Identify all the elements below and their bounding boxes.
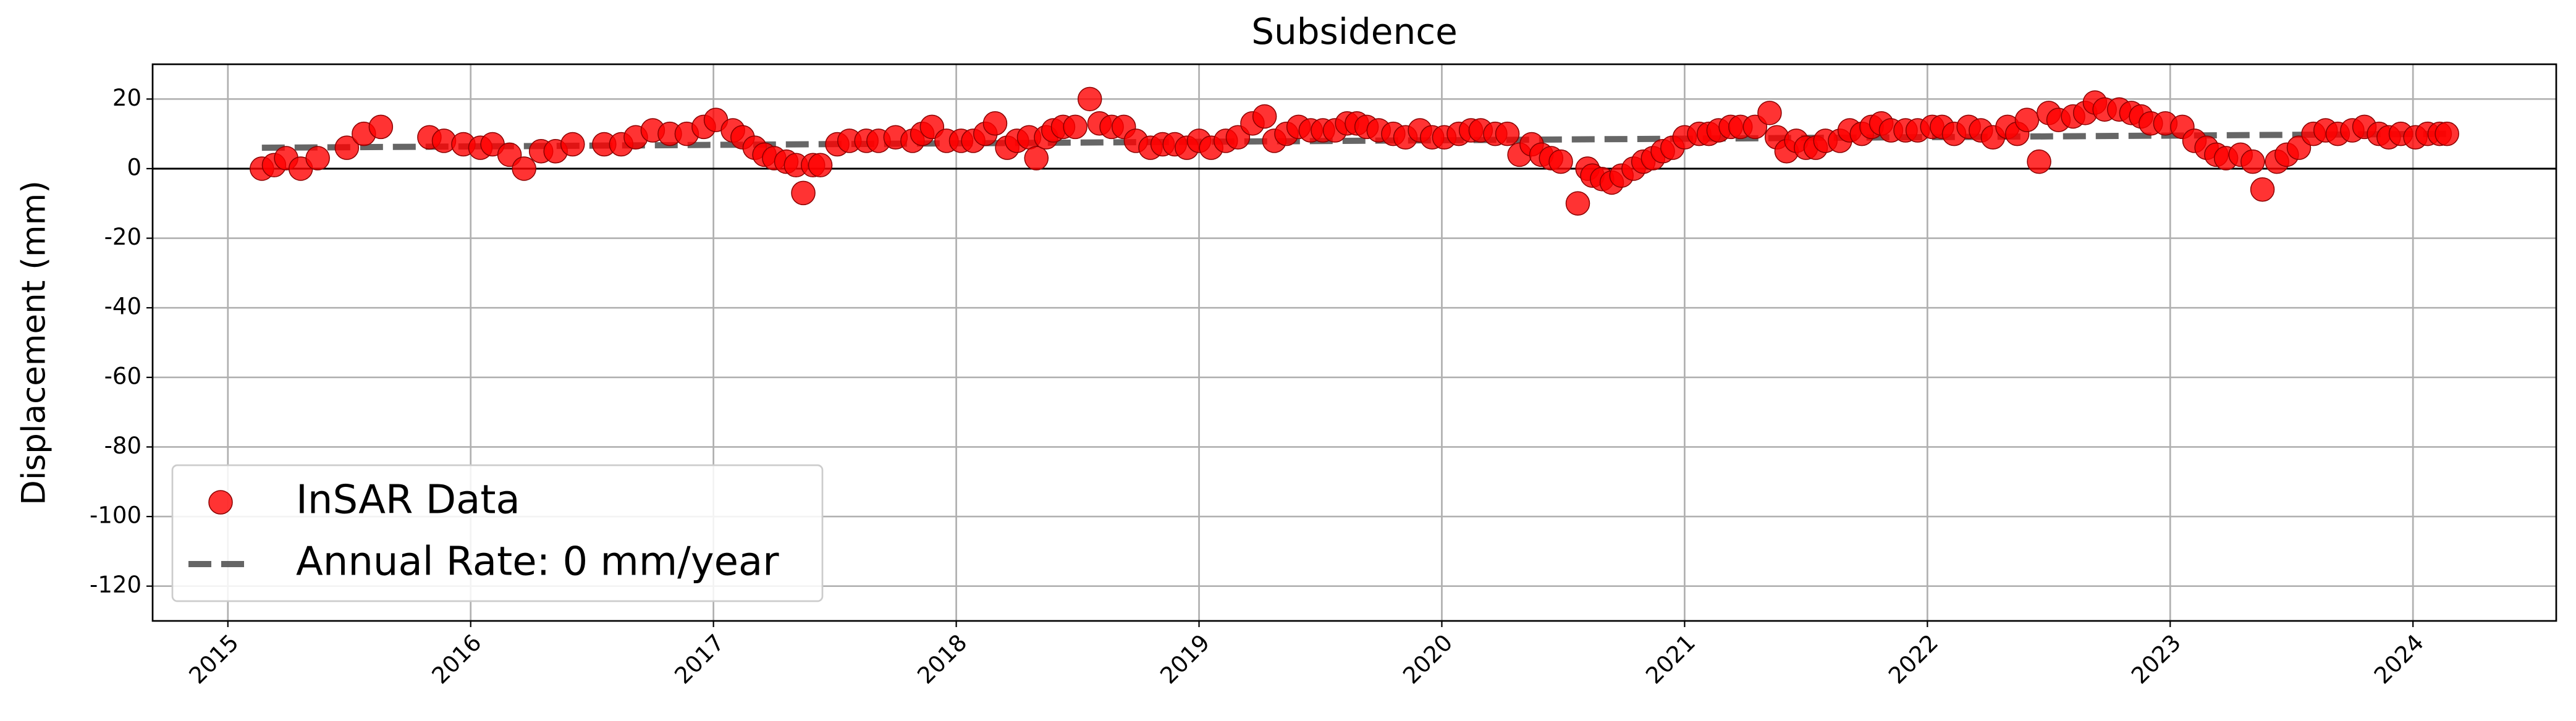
x-tick-label: 2019 (1155, 629, 1215, 689)
data-point (1757, 101, 1782, 125)
legend-box (171, 464, 824, 602)
legend: InSAR Data Annual Rate: 0 mm/year (171, 464, 824, 602)
y-tick-label: -100 (90, 502, 141, 529)
data-point (1495, 121, 1520, 146)
data-point (512, 156, 536, 181)
data-point (1565, 191, 1590, 216)
legend-label: InSAR Data (296, 478, 520, 523)
y-axis-label: Displacement (mm) (15, 180, 53, 505)
data-point (305, 146, 330, 171)
y-tick-label: -60 (104, 363, 141, 389)
y-tick-label: 20 (112, 85, 141, 111)
data-point (2240, 149, 2265, 174)
data-point (2435, 121, 2459, 146)
chart-title: Subsidence (1251, 11, 1458, 53)
legend-label: Annual Rate: 0 mm/year (296, 539, 779, 585)
x-tick-label: 2024 (2369, 629, 2429, 689)
x-tick-label: 2021 (1641, 629, 1700, 689)
data-point (2250, 177, 2275, 202)
plot-frame (151, 63, 2557, 622)
data-point (791, 180, 816, 206)
data-point (334, 135, 360, 160)
x-tick-label: 2020 (1398, 629, 1458, 689)
y-tick-label: -120 (90, 571, 141, 598)
data-point (2027, 149, 2051, 174)
data-point (982, 111, 1008, 136)
trend-line (261, 130, 2447, 151)
x-tick-label: 2016 (427, 629, 487, 689)
data-point (1077, 86, 1102, 112)
y-tick-label: -80 (104, 432, 141, 459)
data-point (1024, 146, 1049, 171)
data-point (808, 153, 833, 178)
data-point (1252, 104, 1277, 129)
data-point (2014, 108, 2040, 132)
x-tick-label: 2015 (184, 629, 244, 689)
legend-marker (208, 490, 233, 515)
y-tick-label: 0 (127, 154, 141, 180)
data-point (1548, 149, 1573, 174)
x-tick-label: 2023 (2126, 629, 2186, 689)
x-tick-label: 2018 (912, 629, 972, 689)
data-point (560, 132, 585, 157)
y-tick-label: -20 (104, 224, 141, 250)
x-tick-label: 2017 (669, 629, 729, 689)
y-tick-label: -40 (104, 293, 141, 320)
data-point (1063, 114, 1087, 140)
x-tick-label: 2022 (1883, 629, 1943, 689)
data-point (368, 114, 394, 140)
